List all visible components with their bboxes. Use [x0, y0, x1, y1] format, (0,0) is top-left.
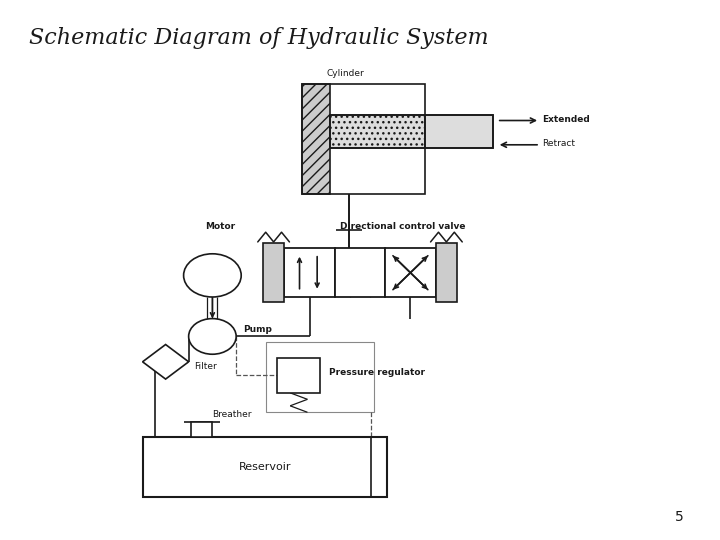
Text: Pressure regulator: Pressure regulator [329, 368, 425, 377]
Bar [277, 358, 320, 393]
Circle shape [189, 319, 236, 354]
Text: Extended: Extended [542, 115, 590, 124]
Circle shape [184, 254, 241, 297]
Bar [385, 248, 436, 297]
Text: Motor: Motor [205, 222, 235, 231]
Bar [302, 84, 330, 194]
Bar [425, 114, 493, 148]
Bar [143, 437, 387, 497]
Bar [263, 243, 284, 302]
Bar [436, 243, 457, 302]
Text: Filter: Filter [194, 362, 217, 370]
Text: Directional control valve: Directional control valve [340, 222, 465, 231]
Bar [266, 342, 374, 412]
Text: Reservoir: Reservoir [239, 462, 291, 472]
Bar [330, 114, 493, 148]
Bar [284, 248, 335, 297]
Text: 5: 5 [675, 510, 684, 524]
Bar [330, 114, 425, 148]
Text: Pump: Pump [243, 326, 272, 334]
Text: Breather: Breather [212, 410, 252, 418]
Text: Retract: Retract [542, 139, 575, 148]
Text: Schematic Diagram of Hydraulic System: Schematic Diagram of Hydraulic System [29, 27, 488, 49]
Bar [191, 422, 212, 437]
Polygon shape [143, 345, 189, 379]
Bar [335, 248, 385, 297]
Bar [302, 84, 425, 194]
Text: Cylinder: Cylinder [327, 70, 364, 78]
